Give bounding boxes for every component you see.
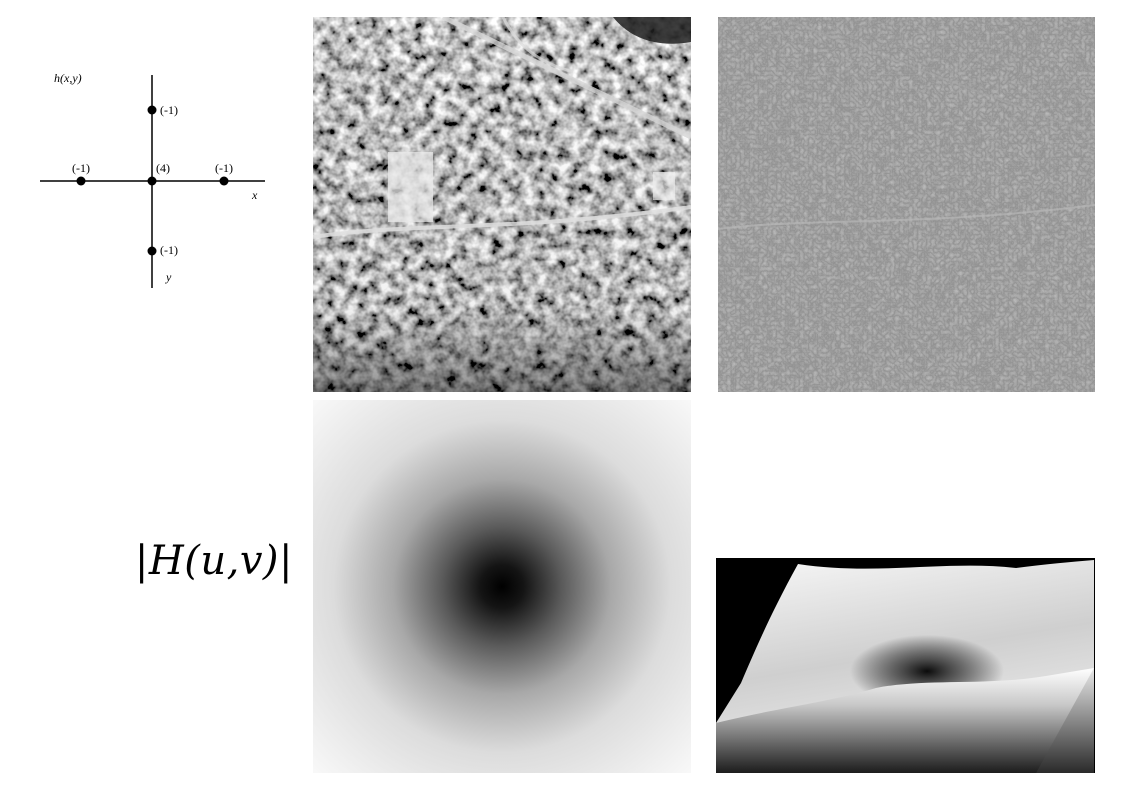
kernel-diagram-svg: h(x,y) (-1) (-1) (4) (-1) (-1) x y (40, 71, 265, 288)
kernel-function-label: h(x,y) (54, 71, 82, 85)
coef-bottom-label: (-1) (160, 243, 178, 257)
frequency-response-svg (313, 400, 691, 773)
y-axis-label: y (165, 270, 172, 284)
aerial-photo-image (313, 17, 691, 392)
kernel-point-left (76, 176, 86, 186)
filtered-image-svg (718, 17, 1095, 392)
coef-right-label: (-1) (215, 161, 233, 175)
laplacian-filtered-image (718, 17, 1095, 392)
laplacian-kernel-diagram: h(x,y) (-1) (-1) (4) (-1) (-1) x y (30, 60, 280, 300)
x-axis-label: x (251, 188, 258, 202)
surface-plot-svg (716, 560, 1094, 773)
frequency-response-surface-plot (716, 558, 1095, 773)
kernel-point-top (147, 105, 157, 115)
kernel-point-bottom (147, 246, 157, 256)
kernel-point-center (147, 176, 157, 186)
coef-center-label: (4) (156, 161, 170, 175)
coef-left-label: (-1) (72, 161, 90, 175)
frequency-response-magnitude-image (313, 400, 691, 773)
coef-top-label: (-1) (160, 103, 178, 117)
kernel-point-right (219, 176, 229, 186)
aerial-photo-svg (313, 17, 691, 392)
frequency-response-label: |H(u,v)| (134, 538, 293, 584)
